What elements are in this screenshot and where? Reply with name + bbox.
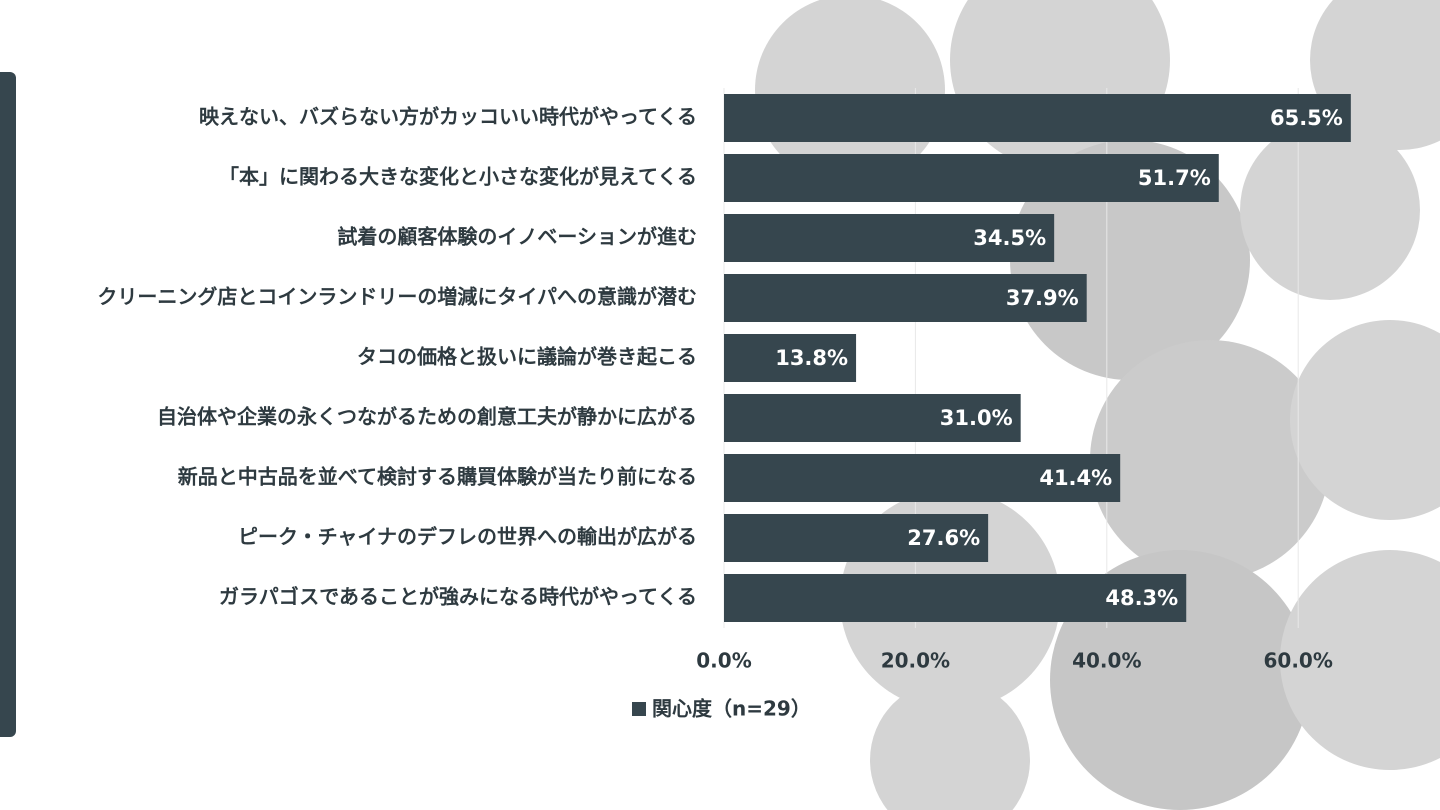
- x-tick-label: 0.0%: [696, 649, 751, 673]
- bar: [724, 214, 1055, 262]
- bar: [724, 574, 1187, 622]
- data-label: 37.9%: [1006, 286, 1079, 310]
- legend-label: 関心度（n=29）: [652, 697, 811, 721]
- data-label: 48.3%: [1105, 586, 1178, 610]
- y-tick-label: 「本」に関わる大きな変化と小さな変化が見えてくる: [219, 165, 697, 189]
- bar: [724, 454, 1121, 502]
- y-tick-label: ガラパゴスであることが強みになる時代がやってくる: [219, 585, 697, 609]
- legend-swatch: [632, 702, 646, 716]
- data-label: 13.8%: [775, 346, 848, 370]
- bar: [724, 94, 1351, 142]
- bar: [724, 394, 1021, 442]
- y-tick-label: 映えない、バズらない方がカッコいい時代がやってくる: [199, 105, 697, 129]
- data-label: 31.0%: [940, 406, 1013, 430]
- bar: [724, 154, 1219, 202]
- data-label: 27.6%: [907, 526, 980, 550]
- x-tick-label: 40.0%: [1072, 649, 1141, 673]
- bar: [724, 334, 857, 382]
- side-accent: [0, 72, 16, 737]
- data-label: 34.5%: [973, 226, 1046, 250]
- y-tick-label: クリーニング店とコインランドリーの増減にタイパへの意識が潜む: [97, 285, 697, 309]
- bar: [724, 274, 1087, 322]
- y-tick-label: タコの価格と扱いに議論が巻き起こる: [357, 345, 697, 369]
- data-label: 51.7%: [1138, 166, 1211, 190]
- y-tick-label: 新品と中古品を並べて検討する購買体験が当たり前になる: [178, 465, 697, 489]
- y-tick-label: ピーク・チャイナのデフレの世界への輸出が広がる: [238, 525, 697, 549]
- data-label: 41.4%: [1039, 466, 1112, 490]
- y-tick-label: 自治体や企業の永くつながるための創意工夫が静かに広がる: [157, 405, 697, 429]
- x-tick-label: 60.0%: [1264, 649, 1333, 673]
- x-tick-label: 20.0%: [881, 649, 950, 673]
- y-tick-label: 試着の顧客体験のイノベーションが進む: [337, 225, 697, 249]
- data-label: 65.5%: [1270, 106, 1343, 130]
- bar: [724, 514, 989, 562]
